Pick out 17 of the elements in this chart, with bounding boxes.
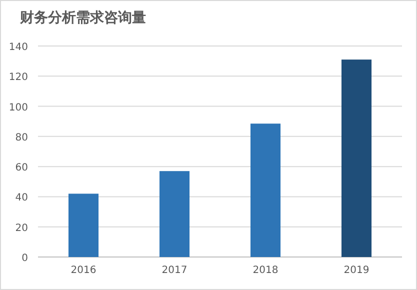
y-tick-label: 40 [15, 192, 28, 204]
y-tick-label: 60 [15, 162, 28, 174]
bar [68, 194, 99, 257]
y-tick-label: 100 [8, 102, 28, 114]
y-tick-label: 140 [8, 42, 28, 53]
x-tick-label: 2017 [162, 265, 188, 276]
y-tick-label: 0 [22, 253, 28, 264]
x-tick-label: 2018 [252, 265, 278, 276]
bar [341, 60, 372, 257]
chart-title: 财务分析需求咨询量 [19, 10, 146, 26]
y-tick-label: 80 [15, 132, 28, 144]
x-tick-label: 2016 [70, 265, 96, 276]
y-tick-label: 20 [15, 222, 28, 234]
bar [159, 171, 190, 257]
bar [250, 124, 281, 257]
y-tick-label: 120 [8, 72, 28, 84]
x-tick-label: 2019 [344, 265, 370, 276]
